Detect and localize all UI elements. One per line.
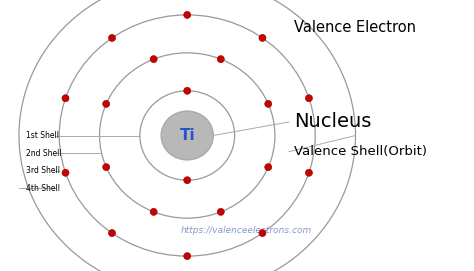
Circle shape [150,208,157,215]
Circle shape [184,87,191,94]
Circle shape [109,230,116,237]
Circle shape [259,34,266,41]
Ellipse shape [161,111,213,160]
Text: 3rd Shell: 3rd Shell [26,166,60,175]
Text: Nucleus: Nucleus [294,112,371,131]
Text: 4th Shell: 4th Shell [26,184,60,193]
Circle shape [259,230,266,237]
Circle shape [305,169,312,176]
Text: Valence Electron: Valence Electron [294,20,416,35]
Circle shape [184,11,191,18]
Circle shape [264,164,272,171]
Circle shape [264,100,272,107]
Circle shape [184,253,191,260]
Circle shape [62,169,69,176]
Circle shape [217,56,224,63]
Text: Valence Shell(Orbit): Valence Shell(Orbit) [294,145,427,158]
Text: Ti: Ti [180,128,195,143]
Text: 2nd Shell: 2nd Shell [26,149,62,158]
Text: https://valenceelectrons.com: https://valenceelectrons.com [181,226,312,235]
Circle shape [109,34,116,41]
Circle shape [150,56,157,63]
Circle shape [62,95,69,102]
Circle shape [184,177,191,184]
Circle shape [103,164,110,171]
Circle shape [103,100,110,107]
Circle shape [305,95,312,102]
Text: 1st Shell: 1st Shell [26,131,59,140]
Circle shape [217,208,224,215]
